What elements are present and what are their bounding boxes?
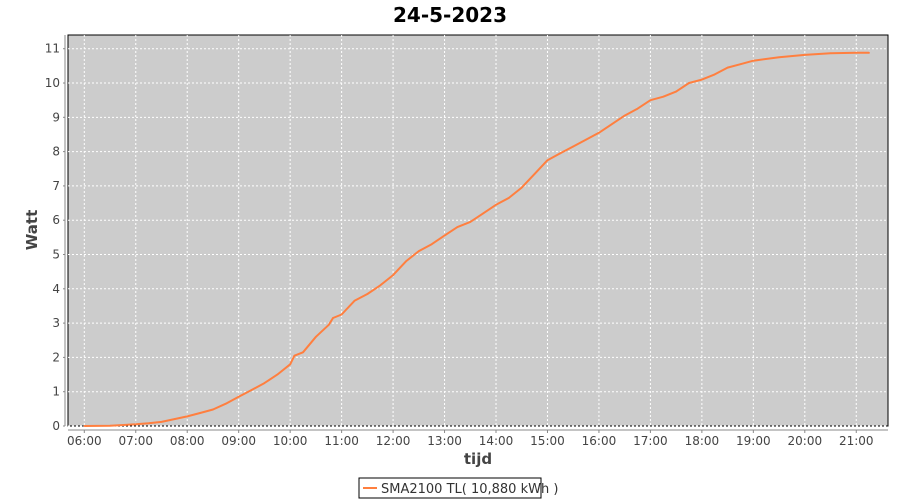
y-tick-label: 1 (52, 385, 60, 399)
data-point (199, 412, 201, 414)
data-point (482, 212, 484, 215)
data-point (147, 422, 150, 425)
data-point (803, 54, 806, 56)
data-point (662, 95, 665, 98)
data-point (237, 396, 240, 398)
x-tick-label: 20:00 (788, 434, 823, 448)
x-tick-label: 18:00 (685, 434, 720, 448)
data-point (289, 363, 291, 366)
data-point (598, 131, 600, 134)
data-point (829, 52, 832, 54)
data-point (276, 373, 279, 376)
data-point (752, 59, 755, 62)
data-point (495, 203, 497, 206)
x-tick-label: 06:00 (67, 434, 102, 448)
data-point (868, 52, 870, 54)
data-point (263, 382, 266, 384)
data-point (559, 152, 562, 155)
series-line (84, 51, 870, 427)
y-tick-label: 0 (52, 419, 60, 433)
y-axis: 0 1 2 3 4 5 6 7 8 9 10 11 (45, 35, 66, 433)
x-tick-label: 07:00 (118, 434, 153, 448)
data-point (134, 423, 137, 426)
legend-box (358, 477, 542, 499)
x-tick-label: 19:00 (736, 434, 771, 448)
y-tick-label: 6 (52, 213, 60, 227)
data-point (533, 173, 536, 175)
data-point (379, 284, 382, 287)
data-point (520, 186, 523, 189)
series-group (83, 51, 870, 427)
data-point (636, 107, 639, 110)
data-point (392, 274, 394, 276)
y-tick-label: 11 (45, 42, 60, 56)
y-tick-label: 5 (52, 248, 60, 262)
data-point (353, 300, 356, 302)
y-tick-label: 2 (52, 350, 60, 364)
y-tick-label: 3 (52, 316, 60, 330)
data-point (430, 243, 433, 246)
data-point (293, 354, 296, 357)
data-point (160, 421, 163, 423)
data-point (713, 73, 716, 76)
data-point (469, 221, 472, 223)
data-point (225, 402, 227, 405)
data-point (572, 145, 575, 148)
data-point (855, 52, 858, 54)
grid (68, 35, 888, 427)
data-point (456, 226, 459, 228)
x-tick-label: 21:00 (839, 434, 874, 448)
legend: SMA2100 TL( 10,880 kWh ) (358, 477, 558, 499)
y-tick-label: 7 (52, 179, 60, 193)
y-axis-label: Watt (23, 210, 41, 250)
data-point (688, 82, 690, 84)
plot-area (67, 34, 889, 427)
y-tick-label: 8 (52, 145, 60, 159)
data-point (212, 408, 214, 411)
data-point (109, 424, 111, 427)
x-tick-label: 13:00 (427, 434, 462, 448)
legend-label: SMA2100 TL( 10,880 kWh ) (381, 482, 558, 497)
data-point (250, 389, 253, 391)
x-tick-label: 10:00 (273, 434, 308, 448)
data-point (186, 415, 189, 418)
x-tick-label: 11:00 (324, 434, 359, 448)
data-point (315, 336, 317, 338)
data-point (546, 159, 549, 161)
data-point (649, 99, 652, 101)
data-point (675, 90, 677, 93)
x-tick-label: 17:00 (633, 434, 668, 448)
data-point (623, 114, 626, 117)
x-tick-label: 14:00 (479, 434, 514, 448)
data-point (611, 123, 613, 125)
x-tick-label: 15:00 (530, 434, 565, 448)
chart-title: 24-5-2023 (393, 3, 507, 27)
x-axis-label: tijd (464, 450, 492, 468)
x-tick-label: 08:00 (170, 434, 205, 448)
data-point (726, 66, 729, 69)
x-axis: 06:00 07:00 08:00 09:00 10:00 11:00 12:00 13:00… (67, 429, 888, 448)
data-point (418, 250, 420, 252)
data-point (778, 56, 780, 59)
data-point (340, 313, 343, 316)
x-tick-label: 12:00 (376, 434, 411, 448)
data-point (83, 425, 86, 427)
data-point (327, 324, 330, 326)
data-point (173, 418, 176, 420)
y-tick-label: 9 (52, 110, 60, 124)
data-point (302, 351, 304, 354)
data-point (739, 63, 742, 65)
data-point (508, 197, 510, 199)
data-point (701, 78, 703, 81)
x-tick-label: 16:00 (582, 434, 617, 448)
x-tick-label: 09:00 (221, 434, 256, 448)
data-point (443, 234, 446, 237)
data-point (366, 293, 369, 295)
data-point (332, 317, 334, 319)
data-point (405, 260, 407, 263)
data-point (585, 138, 587, 141)
y-tick-label: 10 (45, 76, 60, 90)
y-tick-label: 4 (52, 282, 60, 296)
